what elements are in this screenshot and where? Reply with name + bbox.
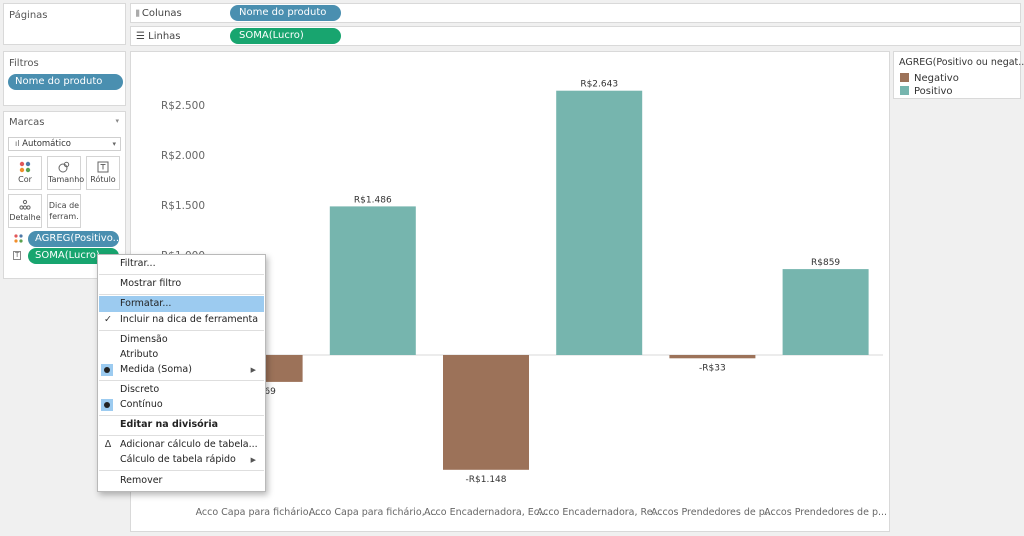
detail-dots-icon	[9, 199, 41, 211]
mark-type-value: Automático	[22, 139, 71, 149]
bar	[669, 355, 756, 359]
menu-item-quick-table-calc[interactable]: Cálculo de tabela rápido ▶	[99, 452, 264, 468]
label-button-label: Rótulo	[90, 175, 116, 184]
data-label: R$859	[811, 258, 840, 268]
tooltip-field-pill[interactable]: SOMA(Lucro)	[28, 248, 119, 264]
context-menu: Filtrar... Mostrar filtro Formatar... ✓ I…	[97, 254, 266, 492]
color-dots-icon	[9, 161, 41, 173]
columns-shelf[interactable]: ⫼ Colunas Nome do produto	[130, 3, 1021, 23]
submenu-arrow-icon: ▶	[250, 456, 256, 464]
color-field-icon	[14, 234, 23, 246]
bar	[556, 90, 643, 355]
bar	[782, 269, 869, 355]
legend-label: Negativo	[914, 73, 959, 84]
columns-label: ⫼ Colunas	[136, 8, 182, 19]
rows-pill[interactable]: SOMA(Lucro)	[230, 28, 341, 44]
menu-item-attribute[interactable]: Atributo	[120, 349, 159, 360]
legend-item-negativo[interactable]: Negativo	[900, 73, 959, 84]
bar	[329, 206, 416, 355]
tooltip-button[interactable]: Dica de ferram.	[47, 194, 81, 228]
menu-item-include-tooltip[interactable]: ✓ Incluir na dica de ferramenta	[99, 312, 264, 328]
color-field-pill[interactable]: AGREG(Positivo..	[28, 231, 119, 247]
x-tick-label: Acco Encadernadora, Re...	[537, 507, 662, 518]
submenu-arrow-icon: ▶	[250, 366, 256, 374]
menu-item-add-table-calc[interactable]: Δ Adicionar cálculo de tabela...	[99, 437, 264, 453]
legend-title: AGREG(Positivo ou negat...	[899, 57, 1024, 68]
columns-icon: ⫼	[136, 9, 140, 18]
data-label: -R$33	[699, 363, 726, 373]
menu-item-remove[interactable]: Remover	[120, 475, 163, 486]
filter-pill[interactable]: Nome do produto	[8, 74, 123, 90]
data-label: R$1.486	[354, 195, 392, 205]
legend-swatch-positivo	[900, 86, 909, 95]
label-button[interactable]: Rótulo	[86, 156, 120, 190]
legend-item-positivo[interactable]: Positivo	[900, 86, 953, 97]
y-tick-label: R$1.500	[161, 200, 205, 212]
size-button-label: Tamanho	[48, 175, 85, 184]
radio-selected-icon	[101, 399, 113, 411]
rows-icon: ☰	[136, 31, 145, 42]
y-tick-label: R$2.000	[161, 150, 205, 162]
bar-chart-icon: ıl	[15, 139, 20, 148]
columns-pill[interactable]: Nome do produto	[230, 5, 341, 21]
color-button-label: Cor	[18, 175, 32, 184]
x-tick-label: Acco Capa para fichário, ...	[309, 507, 437, 518]
legend-swatch-negativo	[900, 73, 909, 82]
size-icon	[48, 161, 80, 173]
radio-selected-icon	[101, 364, 113, 376]
color-legend[interactable]: AGREG(Positivo ou negat... Negativo Posi…	[893, 51, 1024, 99]
data-label: -R$1.148	[466, 475, 507, 485]
filters-title: Filtros	[9, 58, 39, 69]
data-label: R$2.643	[580, 80, 618, 90]
size-button[interactable]: Tamanho	[47, 156, 85, 190]
rows-label: ☰ Linhas	[136, 31, 181, 42]
x-tick-label: Accos Prendedores de p...	[764, 507, 887, 518]
bar	[443, 355, 529, 470]
chevron-down-icon: ▾	[112, 140, 116, 148]
menu-item-show-filter[interactable]: Mostrar filtro	[120, 278, 182, 289]
menu-item-dimension[interactable]: Dimensão	[120, 334, 168, 345]
menu-item-measure[interactable]: Medida (Soma) ▶	[99, 362, 264, 378]
detail-button-label: Detalhe	[9, 213, 41, 222]
filters-panel: Filtros Nome do produto	[3, 51, 126, 106]
tooltip-field-icon: T	[13, 251, 22, 260]
menu-item-filter[interactable]: Filtrar...	[120, 258, 156, 269]
text-label-icon	[87, 161, 119, 173]
marks-title: Marcas	[9, 117, 45, 128]
mark-type-dropdown[interactable]: ıl Automático ▾	[8, 137, 121, 151]
menu-item-discrete[interactable]: Discreto	[120, 384, 160, 395]
checkmark-icon: ✓	[104, 314, 112, 325]
menu-item-edit-in-shelf[interactable]: Editar na divisória	[120, 419, 219, 430]
detail-button[interactable]: Detalhe	[8, 194, 42, 228]
x-tick-label: Acco Encadernadora, Ec...	[424, 507, 548, 518]
pages-panel: Páginas	[3, 3, 126, 45]
x-tick-label: Accos Prendedores de p...	[651, 507, 774, 518]
legend-label: Positivo	[914, 86, 953, 97]
x-tick-label: Acco Capa para fichário, ...	[196, 507, 324, 518]
menu-item-format[interactable]: Formatar...	[99, 296, 264, 312]
tooltip-button-label-1: Dica de	[48, 201, 80, 210]
tooltip-button-label-2: ferram.	[49, 212, 79, 221]
menu-item-continuous[interactable]: Contínuo	[99, 397, 264, 413]
marks-panel: Marcas ▾ ıl Automático ▾ Cor Tamanho Rót…	[3, 111, 126, 279]
marks-collapse-icon[interactable]: ▾	[115, 117, 119, 125]
pages-title: Páginas	[9, 10, 48, 21]
delta-icon: Δ	[104, 439, 112, 450]
color-button[interactable]: Cor	[8, 156, 42, 190]
y-tick-label: R$2.500	[161, 100, 205, 112]
rows-shelf[interactable]: ☰ Linhas SOMA(Lucro)	[130, 26, 1021, 46]
